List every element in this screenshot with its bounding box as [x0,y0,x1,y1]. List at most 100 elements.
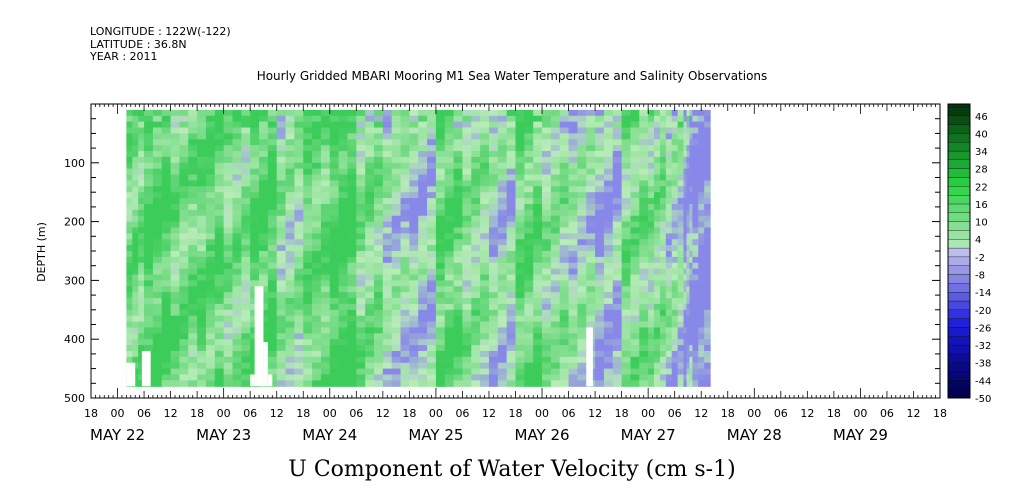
heatmap-cell [497,245,508,252]
y-tick-label: 500 [64,392,85,405]
heatmap-cell [161,345,172,352]
heatmap-cell [497,162,508,170]
heatmap-cell [356,327,366,334]
heatmap-cell [471,151,481,158]
heatmap-cell [677,151,685,158]
heatmap-cell [338,333,349,340]
heatmap-cell [214,321,225,329]
heatmap-cell [232,221,242,229]
heatmap-cell [683,192,688,199]
heatmap-cell [365,251,375,258]
heatmap-cell [250,251,260,258]
heatmap-cell [382,245,393,252]
heatmap-cell [329,227,340,234]
heatmap-cell [659,145,667,152]
heatmap-cell [683,168,688,176]
heatmap-cell [214,380,225,387]
heatmap-cell [435,256,446,264]
heatmap-cell [471,121,481,129]
heatmap-cell [542,262,552,270]
heatmap-cell [144,198,154,205]
heatmap-cell [550,198,561,205]
heatmap-field [126,109,711,387]
heatmap-cell [347,256,357,264]
heatmap-cell [382,251,393,258]
heatmap-cell [138,356,145,364]
heatmap-cell [170,262,181,270]
heatmap-cell [471,298,481,305]
heatmap-cell [654,280,661,287]
heatmap-cell [698,298,705,305]
heatmap-cell [161,156,172,164]
heatmap-cell [320,380,331,387]
heatmap-cell [612,139,623,146]
heatmap-cell [214,280,225,287]
colorbar-segment [947,327,971,337]
heatmap-cell [654,168,661,176]
x-hour-label: 06 [349,407,363,420]
heatmap-cell [152,168,163,176]
heatmap-cell [179,239,189,246]
heatmap-cell [621,156,632,164]
heatmap-cell [400,233,410,240]
heatmap-cell [515,262,525,270]
heatmap-cell [444,315,455,323]
heatmap-cell [241,203,251,211]
heatmap-cell [188,362,198,370]
heatmap-cell [471,292,481,299]
heatmap-cell [294,274,304,281]
heatmap-cell [568,233,578,240]
heatmap-cell [533,368,543,376]
x-hour-label: 18 [402,407,416,420]
heatmap-cell [683,380,688,387]
heatmap-cell [427,368,437,376]
heatmap-cell [267,186,278,193]
heatmap-cell [686,145,691,152]
heatmap-cell [152,274,163,281]
heatmap-cell [232,327,242,334]
heatmap-cell [621,292,632,299]
heatmap-cell [427,186,437,193]
heatmap-cell [559,251,570,258]
heatmap-cell [471,198,481,205]
heatmap-cell [138,209,145,217]
heatmap-cell [671,309,679,317]
heatmap-cell [665,321,673,329]
heatmap-cell [223,309,234,317]
heatmap-cell [630,374,640,381]
heatmap-cell [144,256,154,264]
heatmap-cell [285,156,295,164]
heatmap-cell [329,268,340,276]
heatmap-cell [435,186,446,193]
heatmap-cell [524,133,534,140]
heatmap-cell [559,309,570,317]
heatmap-cell [704,362,711,370]
heatmap-cell [488,221,499,229]
heatmap-cell [267,268,278,276]
heatmap-cell [320,286,331,293]
heatmap-cell [698,203,705,211]
heatmap-cell [232,374,242,381]
heatmap-cell [550,215,561,223]
heatmap-cell [595,356,605,364]
heatmap-cell [639,245,649,252]
heatmap-cell [161,309,172,317]
heatmap-cell [480,227,490,234]
heatmap-cell [285,327,295,334]
heatmap-cell [126,333,133,340]
heatmap-cell [577,374,587,381]
heatmap-cell [683,203,688,211]
heatmap-cell [312,209,322,217]
heatmap-cell [320,139,331,146]
heatmap-cell [542,333,552,340]
heatmap-cell [223,286,234,293]
heatmap-cell [241,327,251,334]
heatmap-cell [259,292,269,299]
heatmap-cell [659,339,667,346]
heatmap-cell [515,174,525,182]
heatmap-cell [444,115,455,123]
heatmap-cell [471,139,481,146]
heatmap-cell [677,350,685,358]
heatmap-cell [659,256,667,264]
heatmap-cell [267,321,278,329]
